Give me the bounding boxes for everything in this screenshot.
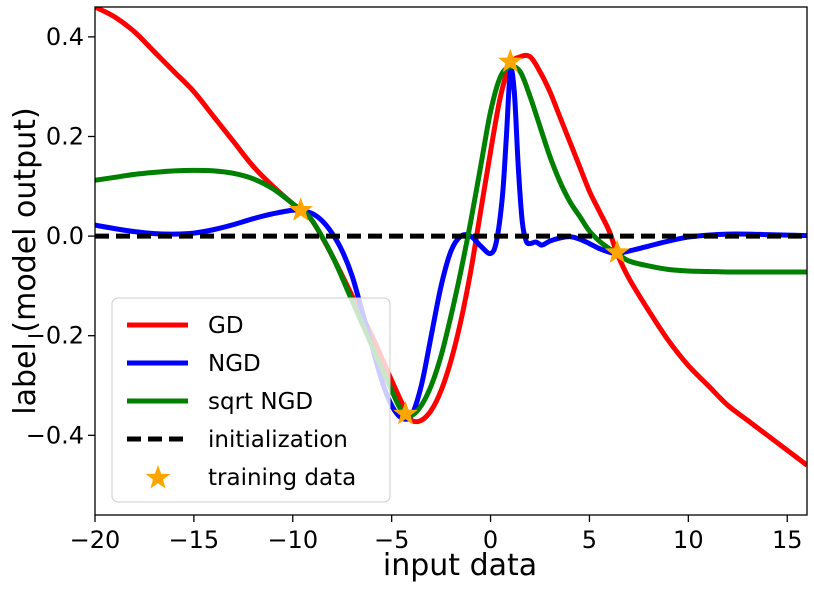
x-tick-label: 0 xyxy=(483,526,498,554)
y-tick-label: −0.2 xyxy=(26,322,84,350)
legend-label-gd: GD xyxy=(208,313,244,339)
y-tick-label: 0.0 xyxy=(46,222,84,250)
x-tick-label: 15 xyxy=(772,526,803,554)
x-tick-label: −15 xyxy=(169,526,220,554)
training-markers xyxy=(288,48,630,425)
legend-label-ngd: NGD xyxy=(208,351,261,377)
axis-ticks: −20 −15 −10 −5 0 5 10 15 −0.4 −0.2 0.0 0.2 0.4 xyxy=(26,23,803,554)
legend-label-sqrt-ngd: sqrt NGD xyxy=(208,389,313,415)
y-axis-label: label (model output) xyxy=(8,107,43,414)
training-data-star xyxy=(393,400,418,425)
x-axis-label: input data xyxy=(383,548,537,583)
legend-label-initialization: initialization xyxy=(208,427,348,453)
y-tick-label: −0.4 xyxy=(26,421,84,449)
training-data-star xyxy=(497,48,523,73)
series-line-sqrt-ngd xyxy=(95,63,807,419)
legend-label-training-data: training data xyxy=(208,465,356,491)
x-tick-label: −5 xyxy=(374,526,409,554)
x-tick-label: 10 xyxy=(673,526,704,554)
legend: GD NGD sqrt NGD initialization training … xyxy=(111,297,391,503)
y-tick-label: 0.2 xyxy=(46,122,84,150)
y-tick-label: 0.4 xyxy=(46,23,84,51)
training-data-star xyxy=(288,197,314,221)
legend-swatch-training-data xyxy=(145,465,171,489)
x-tick-label: −10 xyxy=(267,526,318,554)
legend-frame xyxy=(111,297,391,503)
training-data-star xyxy=(604,239,630,264)
x-tick-label: −20 xyxy=(70,526,121,554)
x-tick-label: 5 xyxy=(582,526,597,554)
plot-frame xyxy=(94,6,808,516)
